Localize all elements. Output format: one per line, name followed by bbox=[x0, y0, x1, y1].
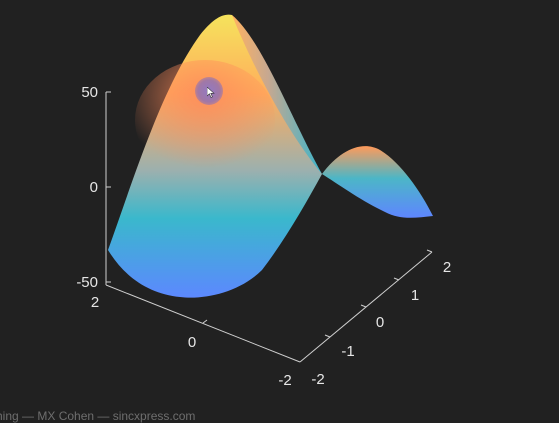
y-tick-label: -1 bbox=[341, 343, 354, 360]
x-tick-label: -2 bbox=[278, 372, 291, 389]
z-tick-label: 50 bbox=[81, 84, 98, 101]
x-tick bbox=[324, 334, 331, 338]
y-axis-line bbox=[105, 284, 301, 363]
y-tick-label: -2 bbox=[311, 371, 324, 388]
x-tick bbox=[360, 304, 367, 308]
credit-text: hing — MX Cohen — sincxpress.com bbox=[0, 409, 196, 423]
z-tick-label: -50 bbox=[76, 274, 98, 291]
x-tick bbox=[393, 277, 400, 281]
x-tick-label: 0 bbox=[188, 334, 196, 351]
y-tick bbox=[202, 319, 208, 324]
y-tick-label: 0 bbox=[376, 314, 384, 331]
z-tick-label: 0 bbox=[90, 179, 98, 196]
surface-back-lobe bbox=[322, 146, 433, 218]
mouse-pointer-icon bbox=[207, 87, 215, 98]
x-tick-label: 2 bbox=[91, 294, 99, 311]
y-tick-label: 1 bbox=[411, 287, 419, 304]
surface-highlight bbox=[135, 60, 275, 180]
y-tick-label: 2 bbox=[443, 259, 451, 276]
x-tick bbox=[426, 249, 433, 253]
